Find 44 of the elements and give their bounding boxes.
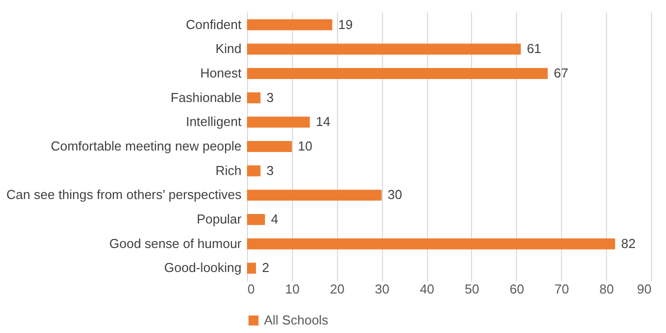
- bar: [247, 116, 310, 128]
- bar: [247, 44, 521, 55]
- bar: [247, 92, 260, 104]
- x-tick-label: 10: [285, 282, 300, 296]
- y-tick-label: Good sense of humour: [109, 236, 242, 251]
- y-tick-label: Confident: [186, 16, 242, 32]
- y-tick-label: Fashionable: [170, 90, 242, 105]
- y-tick-label: Intelligent: [186, 114, 242, 130]
- data-label: 30: [388, 187, 402, 202]
- bar: [247, 141, 292, 152]
- y-tick-label: Comfortable meeting new people: [50, 138, 242, 154]
- bar: [247, 238, 616, 250]
- data-label: 3: [266, 162, 274, 178]
- data-label: 67: [554, 65, 568, 80]
- x-tick-label: 40: [420, 282, 434, 296]
- data-label: 61: [526, 41, 542, 56]
- y-tick-label: Can see things from others’ perspectives: [6, 187, 242, 202]
- bar: [247, 262, 256, 274]
- x-tick-label: 0: [248, 282, 255, 296]
- data-label: 3: [266, 90, 274, 105]
- bar: [247, 68, 548, 79]
- y-tick-label: Popular: [196, 212, 242, 227]
- y-tick-label: Rich: [215, 162, 242, 178]
- x-tick-label: 70: [554, 282, 569, 296]
- bar: [247, 19, 332, 30]
- data-label: 14: [316, 114, 330, 130]
- y-tick-label: Kind: [215, 41, 242, 56]
- data-label: 10: [298, 138, 312, 154]
- x-tick-label: 20: [330, 282, 345, 296]
- data-label: 82: [621, 236, 636, 251]
- legend-label: All Schools: [264, 312, 329, 328]
- y-tick-label: Good-looking: [164, 260, 242, 276]
- x-tick-label: 60: [510, 282, 524, 296]
- data-label: 19: [338, 16, 353, 32]
- x-tick-label: 80: [599, 282, 614, 296]
- data-label: 4: [270, 212, 278, 227]
- bar: [247, 214, 265, 226]
- bar: [247, 165, 260, 176]
- bar: [247, 190, 382, 201]
- x-tick-label: 90: [637, 282, 652, 296]
- y-tick-label: Honest: [200, 65, 242, 80]
- x-tick-label: 30: [374, 282, 390, 296]
- x-tick-label: 50: [464, 282, 480, 296]
- data-label: 2: [262, 260, 270, 276]
